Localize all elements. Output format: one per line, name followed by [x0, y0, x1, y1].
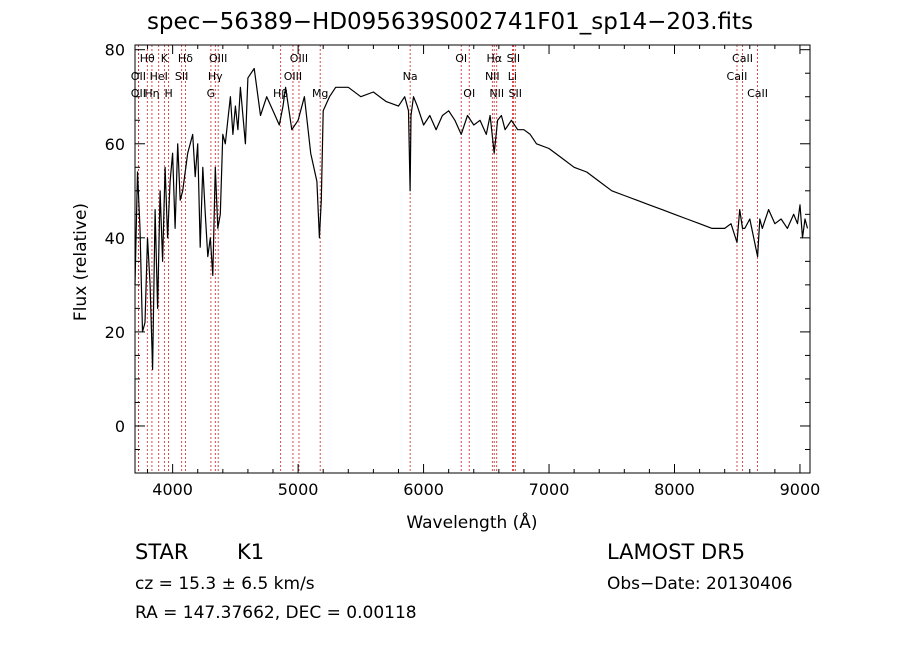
line-label: CaII: [747, 87, 768, 100]
line-label: CaII: [727, 70, 748, 83]
line-label: OI: [455, 52, 467, 65]
y-axis-label: Flux (relative): [71, 203, 91, 321]
line-label: Hη: [144, 87, 159, 100]
line-label: K: [161, 52, 169, 65]
y-tick-label: 40: [105, 229, 125, 248]
line-label: Li: [508, 70, 517, 83]
line-label: OIII: [290, 52, 308, 65]
line-label: SII: [507, 52, 520, 65]
redshift-value: cz = 15.3 ± 6.5 km/s: [135, 574, 315, 594]
y-tick-label: 80: [105, 41, 125, 60]
x-tick-label: 7000: [529, 480, 570, 499]
line-label: Hγ: [208, 70, 223, 83]
line-markers: [137, 45, 758, 473]
x-tick-label: 6000: [403, 480, 444, 499]
object-subclass: K1: [237, 540, 265, 564]
line-label: H: [164, 87, 172, 100]
coordinates: RA = 147.37662, DEC = 0.00118: [135, 603, 417, 623]
line-label: NII: [485, 70, 500, 83]
line-label: Hθ: [140, 52, 155, 65]
x-tick-label: 9000: [780, 480, 821, 499]
line-label: G: [207, 87, 216, 100]
y-tick-label: 20: [105, 323, 125, 342]
line-label: OIII: [284, 70, 302, 83]
x-axis-label: Wavelength (Å): [406, 511, 537, 533]
line-label: SII: [509, 87, 522, 100]
survey-name: LAMOST DR5: [607, 540, 746, 564]
x-tick-label: 4000: [152, 480, 193, 499]
line-label: Mg: [312, 87, 328, 100]
x-tick-label: 8000: [654, 480, 695, 499]
line-label: OIII: [209, 52, 227, 65]
chart-title: spec−56389−HD095639S002741F01_sp14−203.f…: [146, 9, 754, 35]
line-label: OI: [463, 87, 475, 100]
line-label: HeI: [150, 70, 168, 83]
line-label: Hδ: [178, 52, 193, 65]
y-tick-label: 0: [115, 417, 125, 436]
line-label: CaII: [732, 52, 753, 65]
line-label: OII: [131, 70, 146, 83]
x-axis-ticks: 4000 5000 6000 7000 8000 9000: [147, 45, 821, 499]
line-label: SII: [175, 70, 188, 83]
x-tick-label: 5000: [278, 480, 319, 499]
line-label: Hα: [486, 52, 502, 65]
y-tick-label: 60: [105, 135, 125, 154]
plot-frame: [134, 44, 811, 474]
object-class: STAR: [135, 540, 189, 564]
line-label: NII: [489, 87, 504, 100]
spectrum-line: [134, 67, 809, 371]
obs-date: Obs−Date: 20130406: [607, 574, 793, 594]
y-axis-ticks: 0 20 40 60 80: [105, 41, 810, 474]
line-label: Na: [403, 70, 418, 83]
